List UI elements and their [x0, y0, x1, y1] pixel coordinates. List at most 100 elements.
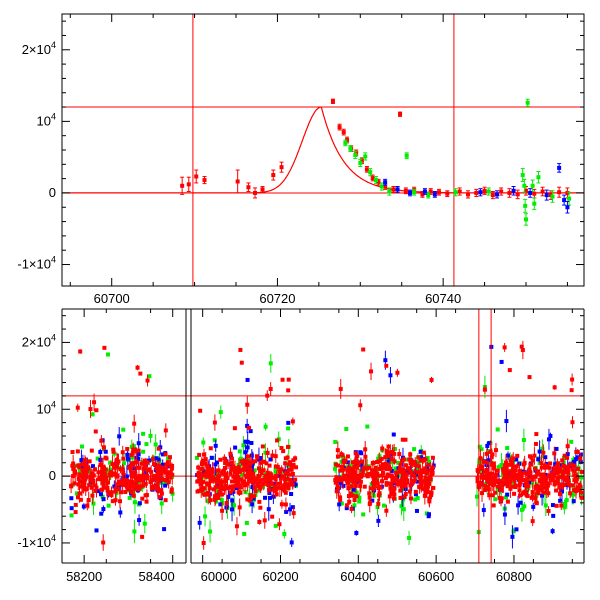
data-point: [552, 473, 557, 478]
data-point: [251, 496, 256, 501]
data-point: [428, 477, 433, 482]
data-point: [229, 465, 234, 470]
data-point: [563, 477, 568, 482]
data-point: [371, 480, 376, 485]
data-point: [156, 457, 161, 462]
data-point: [253, 489, 258, 494]
data-point: [522, 470, 527, 475]
data-point: [132, 421, 137, 426]
data-point: [252, 477, 257, 482]
data-point: [481, 475, 486, 480]
data-point: [134, 480, 139, 485]
data-point: [120, 480, 125, 485]
data-point: [559, 469, 564, 474]
data-point: [493, 490, 498, 495]
data-point: [108, 460, 113, 465]
data-point: [530, 183, 535, 188]
data-point: [269, 487, 274, 492]
data-point: [369, 369, 374, 374]
data-point: [250, 480, 255, 485]
data-point: [357, 495, 362, 500]
data-point: [398, 112, 403, 117]
data-point: [223, 460, 228, 465]
data-point: [339, 464, 344, 469]
y-tick-label: -1×104: [17, 533, 56, 550]
data-point: [509, 461, 514, 466]
data-point: [270, 481, 275, 486]
data-point: [127, 495, 132, 500]
data-point: [257, 519, 262, 524]
data-point: [258, 505, 263, 510]
data-point: [375, 481, 380, 486]
data-point: [343, 458, 348, 463]
data-point: [141, 466, 146, 471]
data-point: [336, 463, 341, 468]
data-point: [511, 464, 516, 469]
data-point: [353, 451, 358, 456]
data-point: [214, 477, 219, 482]
data-point: [421, 458, 426, 463]
data-point: [90, 412, 95, 417]
data-point: [578, 456, 583, 461]
data-point: [130, 451, 135, 456]
data-point: [207, 486, 212, 491]
data-point: [495, 192, 499, 197]
data-point: [429, 377, 434, 382]
data-point: [139, 461, 144, 466]
data-point: [202, 472, 207, 477]
data-point: [519, 344, 524, 349]
data-point: [96, 489, 101, 494]
data-point: [570, 483, 575, 488]
data-point: [333, 439, 338, 444]
data-point: [413, 463, 418, 468]
data-point: [129, 490, 134, 495]
data-point: [70, 463, 75, 468]
data-point: [387, 494, 392, 499]
data-point: [553, 480, 558, 485]
data-point: [562, 501, 567, 506]
data-point: [383, 180, 388, 185]
data-point: [163, 466, 168, 471]
data-point: [275, 438, 280, 443]
data-point: [501, 480, 506, 485]
data-point: [111, 449, 116, 454]
data-point: [252, 468, 257, 473]
data-point: [533, 474, 538, 479]
data-point: [425, 455, 430, 460]
data-point: [345, 460, 350, 465]
data-point: [69, 483, 74, 488]
data-point: [261, 481, 266, 486]
data-point: [407, 535, 412, 540]
data-point: [381, 470, 386, 475]
data-point: [138, 371, 143, 376]
data-point: [134, 486, 139, 491]
data-point: [546, 508, 551, 513]
data-point: [168, 475, 173, 480]
data-point: [550, 472, 555, 477]
data-point: [273, 469, 278, 474]
data-point: [83, 464, 88, 469]
data-point: [282, 531, 287, 536]
y-tick-label: 0: [49, 185, 56, 200]
data-point: [543, 503, 548, 508]
data-point: [437, 190, 441, 195]
data-point: [536, 469, 541, 474]
data-point: [102, 471, 107, 476]
data-point: [494, 472, 499, 477]
data-point: [392, 486, 397, 491]
data-point: [346, 468, 351, 473]
data-point: [337, 125, 342, 130]
data-point: [270, 453, 275, 458]
data-point: [290, 419, 295, 424]
data-point: [370, 175, 375, 180]
data-point: [89, 473, 94, 478]
data-point: [156, 446, 161, 451]
data-point: [163, 452, 168, 457]
x-tick-label: 60600: [418, 569, 454, 584]
data-point: [236, 465, 241, 470]
data-point: [223, 458, 228, 463]
data-point: [336, 485, 341, 490]
data-point: [408, 496, 413, 501]
data-point: [513, 483, 518, 488]
data-point: [219, 498, 224, 503]
